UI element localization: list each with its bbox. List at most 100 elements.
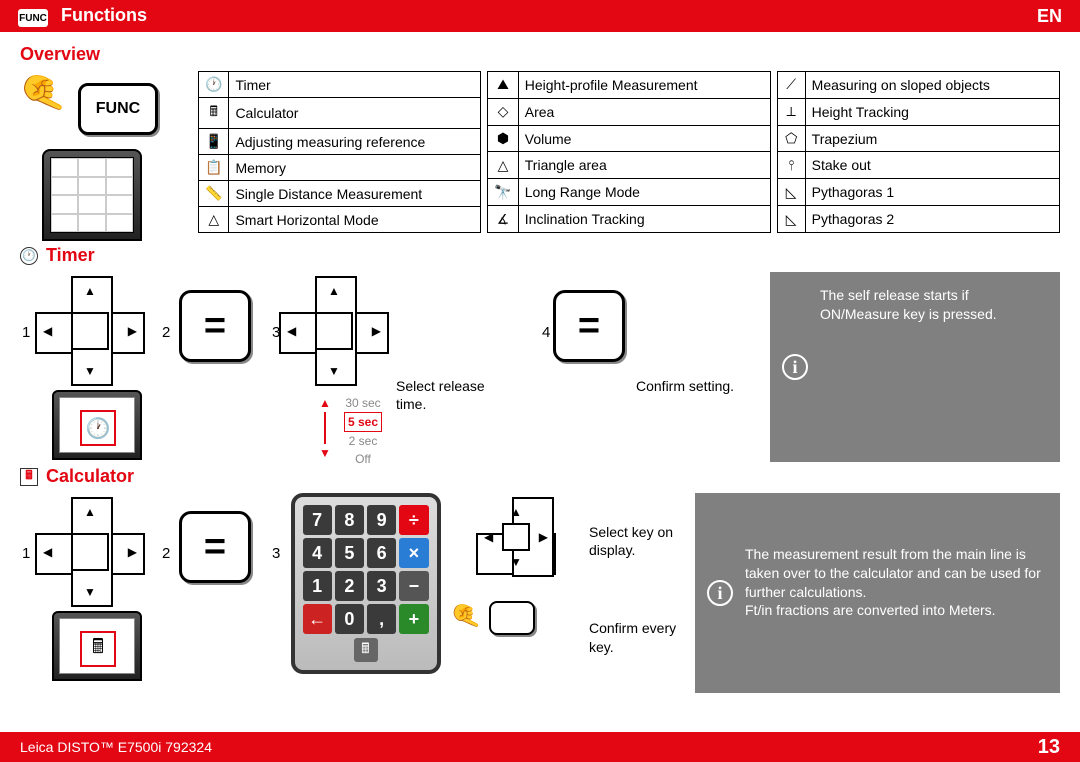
timer-title: 🕐 Timer bbox=[20, 245, 1060, 266]
step-number: 2 bbox=[162, 324, 170, 341]
equals-button-icon: = bbox=[553, 290, 625, 362]
timer-step-2: 2 = bbox=[160, 272, 270, 462]
func-label: Height-profile Measurement bbox=[518, 72, 770, 99]
press-button-icon bbox=[489, 601, 535, 635]
equals-button-icon: = bbox=[179, 290, 251, 362]
footer-product: Leica DISTO™ E7500i 792324 bbox=[20, 739, 212, 755]
horizontal-icon: △ bbox=[199, 207, 229, 233]
sloped-icon: ⟋ bbox=[777, 72, 805, 99]
func-label: Area bbox=[518, 98, 770, 125]
step-number: 1 bbox=[22, 324, 30, 341]
calc-step-1: 1 ▲▼◀▶ 🖩 bbox=[20, 493, 160, 693]
calc-step-2: 2 = bbox=[160, 493, 270, 693]
func-label: Smart Horizontal Mode bbox=[229, 207, 481, 233]
distance-icon: 📏 bbox=[199, 181, 229, 207]
func-badge: FUNC bbox=[18, 9, 48, 27]
calc-key-back: ← bbox=[303, 604, 332, 634]
calc-mode-icon: 🖩 bbox=[354, 638, 378, 662]
func-label: Stake out bbox=[805, 152, 1059, 179]
timer-step-3: 3 ▲▼◀▶ ▲▼ 30 sec 5 sec 2 sec Off bbox=[270, 272, 540, 462]
func-label: Measuring on sloped objects bbox=[805, 72, 1059, 99]
clock-icon: 🕐 bbox=[20, 247, 38, 265]
dpad-icon: ▲▼◀▶ bbox=[35, 276, 145, 386]
clock-icon: 🕐 bbox=[199, 72, 229, 98]
overview-row: ☝ FUNC 🕐Timer 🖩Calculator 📱Adjusting mea… bbox=[20, 71, 1060, 241]
calc-key-subtract: − bbox=[399, 571, 428, 601]
info-icon: i bbox=[707, 580, 733, 606]
calc-key-divide: ÷ bbox=[399, 505, 428, 535]
func-table-1: 🕐Timer 🖩Calculator 📱Adjusting measuring … bbox=[198, 71, 481, 233]
longrange-icon: 🔭 bbox=[488, 179, 518, 206]
memory-icon: 📋 bbox=[199, 155, 229, 181]
func-table-2: ⛰Height-profile Measurement ◇Area ⬢Volum… bbox=[487, 71, 770, 233]
calc-confirm-caption: Confirm every key. bbox=[589, 619, 691, 655]
calculator-icon: 🖩 bbox=[20, 468, 38, 486]
dpad-icon: ▲▼◀▶ bbox=[279, 276, 389, 386]
func-table-3: ⟋Measuring on sloped objects ⟂Height Tra… bbox=[777, 71, 1060, 233]
reference-icon: 📱 bbox=[199, 129, 229, 155]
func-label: Memory bbox=[229, 155, 481, 181]
func-label: Pythagoras 2 bbox=[805, 206, 1059, 233]
pyth2-icon: ◺ bbox=[777, 206, 805, 233]
calc-key: 5 bbox=[335, 538, 364, 568]
func-label: Long Range Mode bbox=[518, 179, 770, 206]
calc-info-text: The measurement result from the main lin… bbox=[745, 546, 1041, 619]
inclination-icon: ∡ bbox=[488, 206, 518, 233]
calc-steps: 1 ▲▼◀▶ 🖩 2 = 3 7 8 9 ÷ bbox=[20, 493, 1060, 693]
header-title: Functions bbox=[61, 5, 147, 25]
step-number: 4 bbox=[542, 324, 550, 341]
pyth1-icon: ◺ bbox=[777, 179, 805, 206]
info-icon: i bbox=[782, 354, 808, 380]
func-tables: 🕐Timer 🖩Calculator 📱Adjusting measuring … bbox=[198, 71, 1060, 233]
func-label: Height Tracking bbox=[805, 98, 1059, 125]
func-label: Volume bbox=[518, 125, 770, 152]
timer-step-4: 4 = Confirm setting. bbox=[540, 272, 770, 462]
device-mini bbox=[42, 149, 142, 241]
timer-info-text: The self release starts if ON/Measure ke… bbox=[820, 287, 997, 322]
overview-diagram: ☝ FUNC bbox=[20, 71, 190, 241]
calc-captions: Select key on display. Confirm every key… bbox=[585, 493, 695, 693]
calc-key: 0 bbox=[335, 604, 364, 634]
timer-option-selected: 5 sec bbox=[344, 412, 382, 432]
timer-step-1: 1 ▲▼◀▶ 🕐 bbox=[20, 272, 160, 462]
calc-key: 7 bbox=[303, 505, 332, 535]
calc-key: 2 bbox=[335, 571, 364, 601]
dpad-icon: ▲▼◀▶ bbox=[476, 497, 556, 577]
func-button: FUNC bbox=[78, 83, 158, 135]
calc-select-caption: Select key on display. bbox=[589, 523, 691, 559]
func-label: Inclination Tracking bbox=[518, 206, 770, 233]
calculator-icon: 🖩 bbox=[199, 98, 229, 129]
triangle-icon: △ bbox=[488, 152, 518, 179]
calc-key: 6 bbox=[367, 538, 396, 568]
step-number: 3 bbox=[272, 545, 280, 562]
calculator-title: 🖩 Calculator bbox=[20, 466, 1060, 487]
func-label: Timer bbox=[229, 72, 481, 98]
overview-title: Overview bbox=[20, 44, 1060, 65]
calc-key: 1 bbox=[303, 571, 332, 601]
calc-key: 9 bbox=[367, 505, 396, 535]
calc-key: 3 bbox=[367, 571, 396, 601]
timer-select-caption: Select release time. bbox=[396, 377, 506, 413]
func-label: Adjusting measuring reference bbox=[229, 129, 481, 155]
calc-key: 8 bbox=[335, 505, 364, 535]
calc-key: , bbox=[367, 604, 396, 634]
footer-page: 13 bbox=[1038, 736, 1060, 759]
func-label: Triangle area bbox=[518, 152, 770, 179]
timer-confirm-caption: Confirm setting. bbox=[636, 377, 734, 395]
device-thumb: 🕐 bbox=[52, 390, 142, 460]
device-thumb: 🖩 bbox=[52, 611, 142, 681]
heighttrack-icon: ⟂ bbox=[777, 98, 805, 125]
stakeout-icon: ⫯ bbox=[777, 152, 805, 179]
func-label: Trapezium bbox=[805, 125, 1059, 152]
hand-icon: ☝ bbox=[13, 60, 77, 125]
calc-highlight-icon: 🖩 bbox=[80, 631, 116, 667]
step-number: 2 bbox=[162, 545, 170, 562]
timer-options: 30 sec 5 sec 2 sec Off bbox=[332, 394, 394, 468]
timer-info: i The self release starts if ON/Measure … bbox=[770, 272, 1060, 462]
timer-option: 30 sec bbox=[332, 394, 394, 412]
header-bar: FUNC Functions EN bbox=[0, 0, 1080, 32]
red-arrow-icon: ▲▼ bbox=[318, 396, 332, 460]
calc-info: i The measurement result from the main l… bbox=[695, 493, 1060, 693]
func-label: Pythagoras 1 bbox=[805, 179, 1059, 206]
calc-key: 4 bbox=[303, 538, 332, 568]
